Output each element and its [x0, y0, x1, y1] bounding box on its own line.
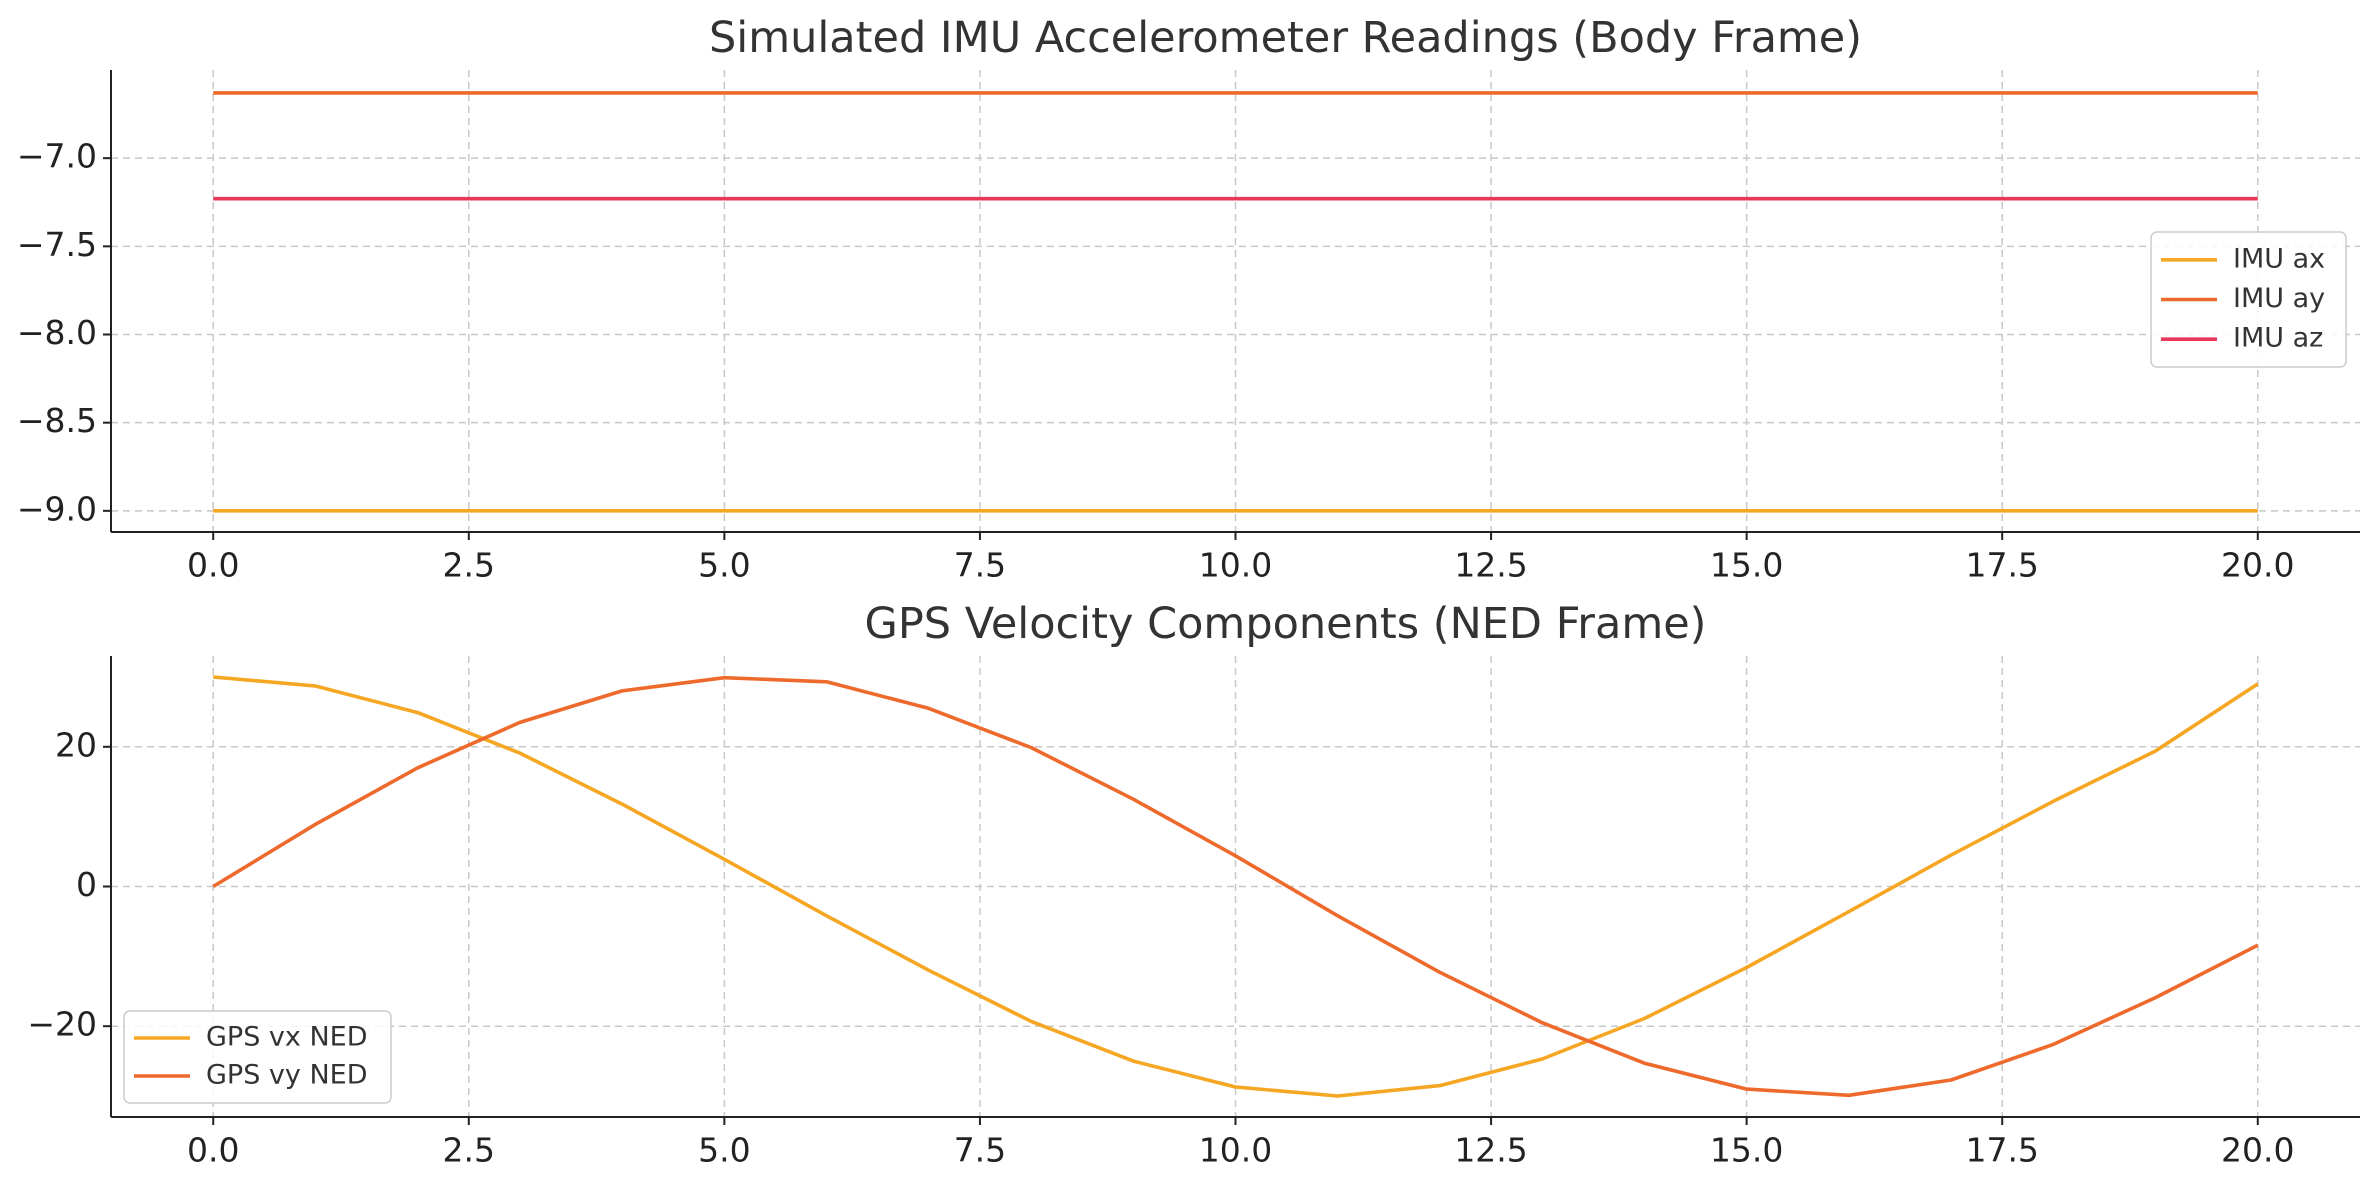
x-tick-label: 7.5	[954, 1131, 1006, 1170]
x-tick-label: 15.0	[1710, 1131, 1783, 1170]
x-tick-label: 0.0	[187, 546, 239, 585]
y-tick-label: 20	[55, 725, 97, 764]
imu-accelerometer-panel: Simulated IMU Accelerometer Readings (Bo…	[17, 13, 2360, 585]
x-tick-label: 10.0	[1199, 546, 1272, 585]
legend: IMU ax IMU ay IMU az	[2150, 231, 2347, 368]
x-tick-label: 5.0	[698, 1131, 750, 1170]
series-line-gps-vx-ned	[213, 675, 2259, 1098]
x-tick-label: 20.0	[2221, 1131, 2294, 1170]
y-tick-label: −8.0	[17, 313, 97, 352]
x-tick-label: 10.0	[1199, 1131, 1272, 1170]
x-tick-label: 0.0	[187, 1131, 239, 1170]
x-tick-label: 7.5	[954, 546, 1006, 585]
legend-label: IMU ay	[2233, 283, 2325, 314]
legend-box	[123, 1010, 392, 1104]
legend-label: IMU az	[2233, 323, 2323, 354]
legend-box	[2150, 231, 2347, 368]
x-tick-label: 5.0	[698, 546, 750, 585]
chart-title: GPS Velocity Components (NED Frame)	[865, 599, 1707, 649]
x-tick-label: 12.5	[1454, 546, 1527, 585]
x-tick-label: 2.5	[443, 1131, 495, 1170]
legend: GPS vx NED GPS vy NED	[123, 1010, 392, 1104]
x-tick-label: 17.5	[1965, 546, 2038, 585]
y-tick-label: −9.0	[17, 489, 97, 528]
y-tick-label: −7.5	[17, 225, 97, 264]
y-tick-label: −20	[27, 1005, 97, 1044]
y-tick-label: −8.5	[17, 401, 97, 440]
y-tick-label: 0	[76, 865, 97, 904]
legend-label: GPS vx NED	[206, 1022, 368, 1053]
gps-velocity-panel: GPS Velocity Components (NED Frame) 0.0 2.…	[27, 599, 2360, 1170]
series-line-gps-vy-ned	[212, 675, 2259, 1098]
x-tick-label: 2.5	[443, 546, 495, 585]
x-tick-label: 17.5	[1965, 1131, 2038, 1170]
x-tick-label: 15.0	[1710, 546, 1783, 585]
legend-label: IMU ax	[2233, 243, 2325, 274]
legend-label: GPS vy NED	[206, 1060, 368, 1091]
x-tick-label: 20.0	[2221, 546, 2294, 585]
chart-title: Simulated IMU Accelerometer Readings (Bo…	[709, 13, 1862, 63]
y-tick-label: −7.0	[17, 137, 97, 176]
x-tick-label: 12.5	[1454, 1131, 1527, 1170]
